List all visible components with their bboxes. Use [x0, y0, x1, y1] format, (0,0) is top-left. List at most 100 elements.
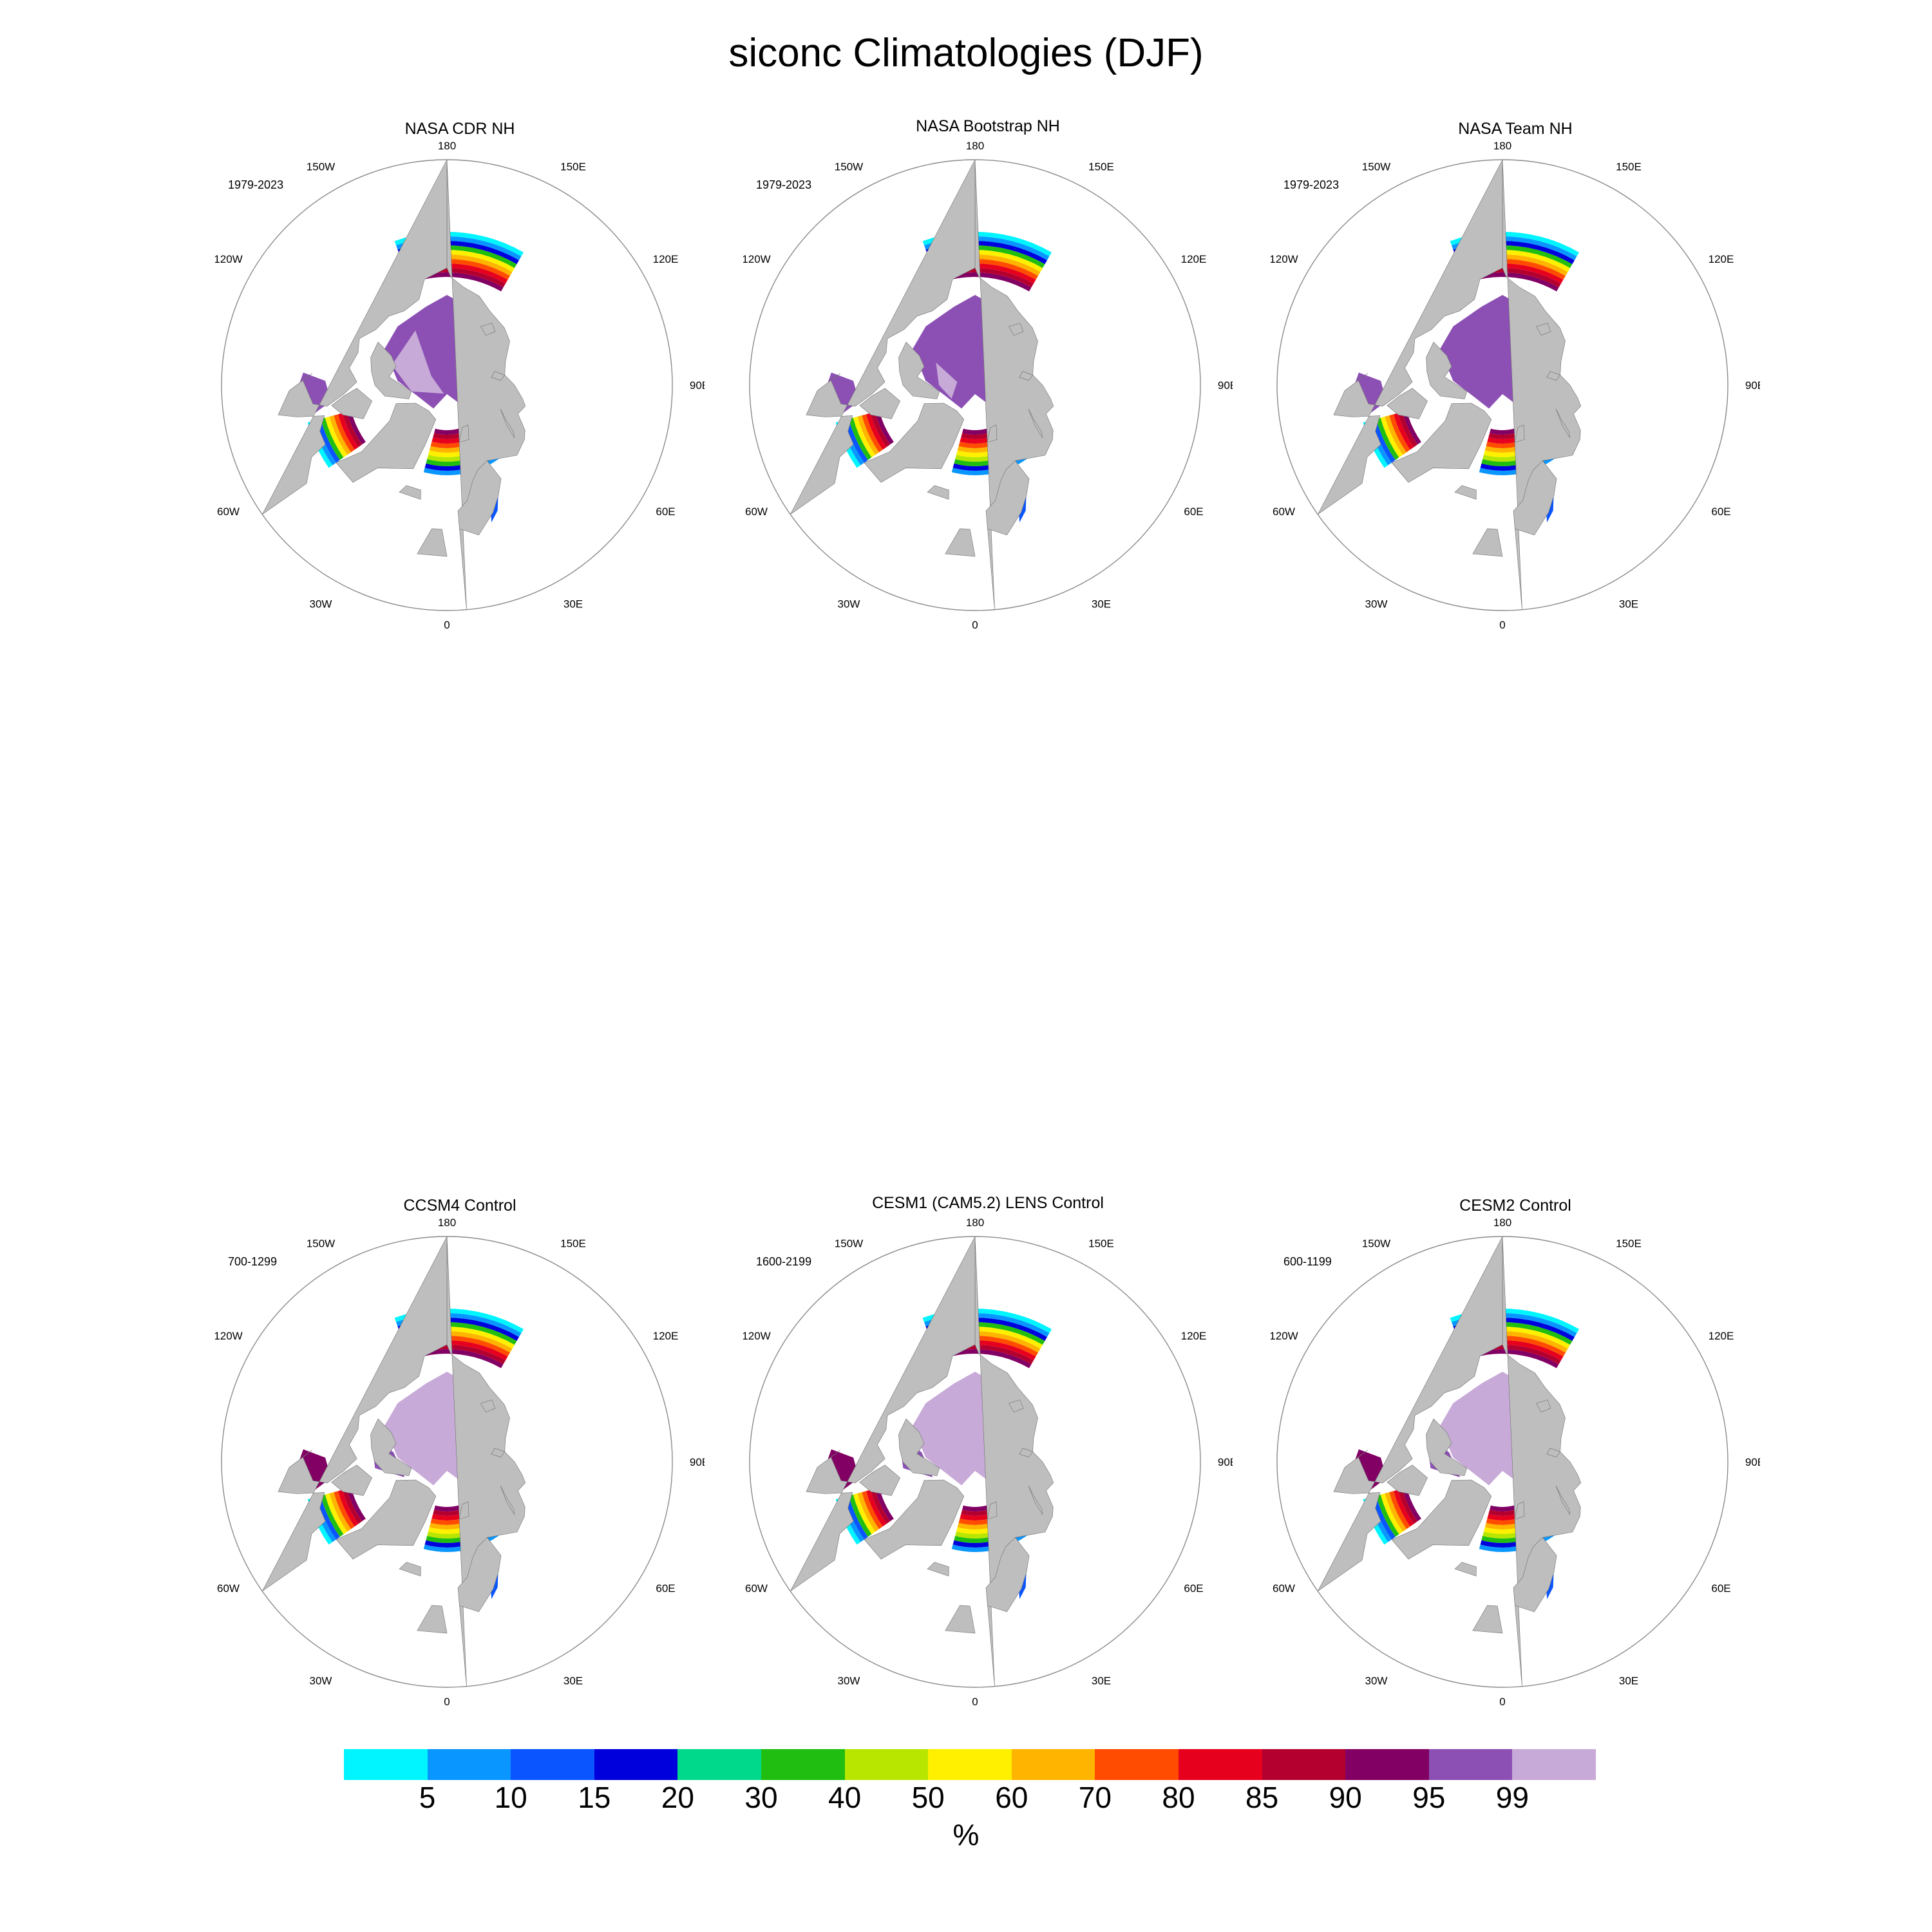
longitude-label: 60E: [1711, 1582, 1730, 1595]
ice-concentration-band: [924, 236, 1050, 260]
ice-concentration-band: [342, 1488, 363, 1524]
longitude-label: 150W: [1362, 161, 1390, 173]
ice-concentration-band: [875, 1487, 894, 1522]
ice-concentration-band: [862, 1491, 883, 1530]
ice-concentration-band: [862, 414, 883, 453]
land-mass: [1318, 1236, 1503, 1592]
land-mass: [1019, 1448, 1034, 1458]
land-mass: [1472, 528, 1503, 557]
arctic-pack-ice-light: [392, 330, 444, 394]
land-mass: [480, 1399, 496, 1413]
longitude-label: 90E: [690, 379, 705, 392]
land-mass: [864, 1479, 965, 1560]
ice-concentration-band: [338, 413, 359, 450]
longitude-label: 150W: [1362, 1238, 1390, 1250]
ice-concentration-band: [316, 419, 340, 463]
longitude-label: 60E: [1184, 506, 1203, 518]
period-label: 1600-2199: [756, 1255, 811, 1268]
longitude-label: 180: [1493, 1217, 1511, 1229]
land-mass: [491, 371, 506, 381]
longitude-label: 120E: [653, 1330, 679, 1342]
ice-concentration-band: [1397, 412, 1418, 448]
longitude-label: 30W: [1365, 598, 1388, 611]
polar-map: 180150E120E90E60E30E030W60W90W120W150W19…: [1271, 140, 1760, 631]
longitude-label: 180: [966, 140, 984, 152]
longitude-label: 120E: [1181, 1330, 1207, 1342]
longitude-label: 60W: [217, 506, 240, 518]
period-label: 700-1299: [228, 1255, 277, 1268]
longitude-label: 90E: [1218, 379, 1233, 392]
ice-concentration-band: [1450, 1309, 1579, 1333]
land-mass: [331, 1464, 372, 1496]
longitude-label: 180: [438, 1217, 456, 1229]
colorbar-swatch: [1011, 1749, 1095, 1780]
longitude-label: 0: [1499, 619, 1505, 631]
panel-title: NASA CDR NH: [404, 120, 515, 138]
land-mass: [987, 1501, 998, 1520]
longitude-label: 180: [966, 1217, 984, 1229]
figure-title: siconc Climatologies (DJF): [728, 31, 1204, 75]
land-mass: [927, 485, 949, 500]
ice-concentration-band: [325, 1493, 348, 1535]
colorbar-tick-label: 99: [1495, 1781, 1529, 1814]
map-panel-nasa-bootstrap: NASA Bootstrap NH 180 150E 120E 90E 60E 30E 0 3…: [743, 118, 1233, 636]
colorbar-tick-label: 60: [995, 1781, 1028, 1814]
colorbar-swatch: [427, 1749, 511, 1780]
longitude-label: 30E: [1092, 1675, 1111, 1687]
ice-concentration-band: [1385, 415, 1406, 455]
ice-concentration-band: [1452, 1313, 1577, 1337]
ice-concentration-band: [1385, 1492, 1406, 1532]
map-panel-cesm2-control: CESM2 Control 180 150E 120E 90E 60E 30E 0 30W 60…: [1271, 1198, 1760, 1713]
ice-concentration-band: [857, 1492, 879, 1532]
land-mass: [417, 528, 448, 557]
land-mass: [491, 1448, 506, 1458]
colorbar-swatch: [677, 1749, 761, 1780]
longitude-label: 120W: [743, 1330, 771, 1342]
land-mass: [1546, 371, 1561, 381]
land-mass: [459, 1501, 469, 1520]
ice-concentration-band: [396, 236, 522, 260]
map-outline: [221, 159, 673, 611]
land-mass: [262, 160, 448, 515]
colorbar-ticks: 5 10 15 20 30 40 50 60 70 80 85 90 95 99: [344, 1783, 1596, 1821]
period-label: 600-1199: [1283, 1255, 1332, 1268]
land-mass: [864, 402, 965, 483]
ice-concentration-band: [394, 1309, 524, 1333]
longitude-label: 30E: [564, 1675, 583, 1687]
land-mass: [1454, 485, 1477, 500]
land-mass: [399, 1562, 421, 1577]
polar-map: 180150E120E90E60E30E030W60W90W120W150W19…: [743, 140, 1233, 631]
longitude-label: 90E: [1745, 379, 1760, 392]
colorbar-swatch: [1345, 1749, 1429, 1780]
longitude-label: 150E: [1616, 161, 1642, 173]
colorbar-tick-label: 50: [911, 1781, 945, 1814]
ice-concentration-band: [1376, 1494, 1399, 1537]
ice-concentration-band: [1452, 236, 1577, 260]
colorbar-swatch: [928, 1749, 1012, 1780]
land-mass: [898, 341, 940, 399]
land-mass: [262, 1236, 448, 1592]
land-mass: [945, 528, 976, 557]
land-mass: [336, 402, 437, 483]
longitude-label: 0: [1499, 1696, 1505, 1708]
colorbar-tick-label: 70: [1078, 1781, 1112, 1814]
ice-concentration-band: [866, 1490, 887, 1527]
colorbar: [344, 1749, 1596, 1780]
land-mass: [1555, 1485, 1571, 1515]
map-panel-ccsm4-control: CCSM4 Control 180 150E 120E 90E 60E 30E 0 30W 60…: [215, 1198, 705, 1713]
ice-concentration-band: [1380, 416, 1403, 458]
land-mass: [987, 424, 998, 443]
land-mass: [1454, 1562, 1477, 1577]
ice-concentration-band: [853, 416, 876, 458]
longitude-label: 90E: [690, 1456, 705, 1468]
land-mass: [1028, 408, 1043, 439]
land-mass: [790, 1236, 976, 1592]
longitude-label: 30W: [838, 598, 860, 611]
colorbar-swatch: [761, 1749, 845, 1780]
land-mass: [1514, 1501, 1525, 1520]
longitude-label: 120E: [1709, 1330, 1734, 1342]
land-mass: [500, 1485, 515, 1515]
land-mass: [336, 1479, 437, 1560]
land-mass: [480, 323, 496, 336]
ice-concentration-band: [857, 415, 879, 455]
